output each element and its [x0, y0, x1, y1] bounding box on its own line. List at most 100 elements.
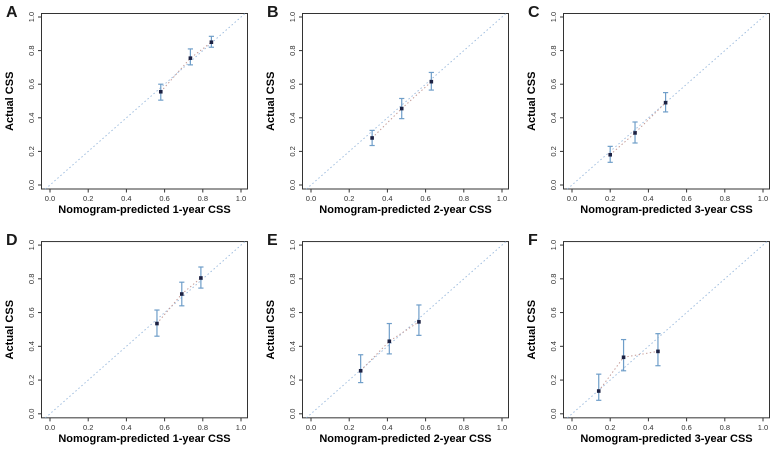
x-axis-tick-label: 0.8 — [459, 423, 469, 432]
x-axis-tick-label: 0.8 — [720, 423, 730, 432]
x-axis-tick-label: 0.2 — [83, 423, 93, 432]
data-point — [155, 321, 159, 326]
data-point — [209, 40, 214, 44]
y-axis-tick-label: 0.8 — [27, 274, 36, 284]
figure-row-bottom: 0.0 0.0 0.2 0.2 0.4 0.4 0.6 0.6 0.8 0.8 1.0 1.0 D Nom… — [0, 228, 783, 457]
y-axis-tick-label: 0.8 — [27, 45, 36, 55]
calibration-plot-E: 0.0 0.0 0.2 0.2 0.4 0.4 0.6 0.6 0.8 0.8 1.0 1.0 E Nom… — [261, 228, 522, 457]
data-point — [387, 339, 392, 344]
x-axis-tick-label: 1.0 — [497, 194, 507, 203]
data-point — [179, 292, 184, 296]
y-axis-tick-label: 0.4 — [27, 341, 36, 351]
y-axis-tick-label: 0.2 — [27, 375, 36, 385]
y-axis-tick-label: 0.0 — [288, 409, 297, 419]
x-axis-tick-label: 0.6 — [420, 423, 430, 432]
x-axis-tick-label: 0.0 — [45, 194, 55, 203]
y-axis-tick-label: 0.0 — [27, 180, 36, 190]
x-axis-tick-label: 0.4 — [643, 194, 653, 203]
y-axis-tick-label: 0.6 — [549, 79, 558, 89]
calibration-line — [609, 102, 666, 156]
y-axis-tick-label: 0.0 — [549, 180, 558, 190]
figure-row-top: 0.0 0.0 0.2 0.2 0.4 0.4 0.6 0.6 0.8 0.8 1.0 1.0 A Nom… — [0, 0, 783, 228]
x-axis-tick-label: 0.0 — [567, 194, 577, 203]
y-axis-tick-label: 0.6 — [288, 79, 297, 89]
y-axis-tick-label: 0.8 — [288, 45, 297, 55]
y-axis-tick-label: 0.8 — [549, 274, 558, 284]
x-axis-tick-label: 0.2 — [344, 423, 354, 432]
panel-letter: F — [528, 231, 538, 249]
panel-letter: C — [528, 4, 540, 21]
panel-D: 0.0 0.0 0.2 0.2 0.4 0.4 0.6 0.6 0.8 0.8 1.0 1.0 D Nom… — [0, 228, 261, 457]
calibration-line — [360, 321, 420, 372]
data-point — [417, 320, 421, 324]
x-axis-tick-label: 1.0 — [758, 423, 768, 432]
data-point — [370, 136, 374, 140]
x-axis-title: Nomogram-predicted 3-year CSS — [580, 204, 752, 216]
y-axis-tick-label: 1.0 — [27, 12, 36, 22]
y-axis-tick-label: 0.2 — [549, 375, 558, 385]
y-axis-tick-label: 0.4 — [27, 113, 36, 123]
plot-frame — [563, 13, 770, 190]
data-point — [663, 100, 668, 105]
panel-A: 0.0 0.0 0.2 0.2 0.4 0.4 0.6 0.6 0.8 0.8 1.0 1.0 A Nom… — [0, 0, 261, 228]
diagonal-reference-line — [306, 13, 507, 190]
y-axis-tick-label: 1.0 — [549, 12, 558, 22]
y-axis-title: Actual CSS — [526, 72, 538, 131]
y-axis-tick-label: 0.8 — [549, 45, 558, 55]
panel-letter: A — [6, 4, 18, 21]
y-axis-tick-label: 0.2 — [288, 375, 297, 385]
y-axis-title: Actual CSS — [265, 300, 277, 360]
plot-frame — [41, 241, 248, 419]
y-axis-tick-label: 0.8 — [288, 274, 297, 284]
data-point — [656, 349, 660, 354]
y-axis-tick-label: 0.0 — [288, 180, 297, 190]
x-axis-tick-label: 0.8 — [198, 423, 208, 432]
y-axis-tick-label: 0.4 — [549, 341, 558, 351]
y-axis-tick-label: 0.4 — [549, 113, 558, 123]
panel-F: 0.0 0.0 0.2 0.2 0.4 0.4 0.6 0.6 0.8 0.8 1.0 1.0 F Nom… — [522, 228, 783, 457]
x-axis-tick-label: 0.6 — [159, 194, 169, 203]
x-axis-tick-label: 1.0 — [236, 423, 246, 432]
x-axis-tick-label: 0.0 — [567, 423, 577, 432]
data-point — [188, 56, 193, 60]
y-axis-tick-label: 0.6 — [27, 79, 36, 89]
y-axis-title: Actual CSS — [4, 300, 16, 360]
x-axis-tick-label: 1.0 — [758, 194, 768, 203]
y-axis-title: Actual CSS — [265, 72, 277, 131]
x-axis-tick-label: 0.8 — [720, 194, 730, 203]
plot-frame — [302, 241, 509, 419]
y-axis-tick-label: 0.4 — [288, 341, 297, 351]
x-axis-title: Nomogram-predicted 1-year CSS — [58, 204, 230, 216]
x-axis-tick-label: 0.8 — [198, 194, 208, 203]
panel-letter: D — [6, 231, 18, 249]
x-axis-tick-label: 0.4 — [382, 423, 392, 432]
y-axis-tick-label: 0.4 — [288, 113, 297, 123]
x-axis-tick-label: 0.0 — [45, 423, 55, 432]
data-point — [633, 131, 637, 135]
y-axis-tick-label: 0.6 — [27, 307, 36, 317]
panel-C: 0.0 0.0 0.2 0.2 0.4 0.4 0.6 0.6 0.8 0.8 1.0 1.0 C Nom… — [522, 0, 783, 228]
data-point — [399, 106, 404, 111]
panel-B: 0.0 0.0 0.2 0.2 0.4 0.4 0.6 0.6 0.8 0.8 1.0 1.0 B Nom… — [261, 0, 522, 228]
calibration-plot-A: 0.0 0.0 0.2 0.2 0.4 0.4 0.6 0.6 0.8 0.8 1.0 1.0 A Nom… — [0, 0, 261, 228]
x-axis-tick-label: 0.6 — [420, 194, 430, 203]
plot-frame — [563, 241, 770, 419]
y-axis-tick-label: 1.0 — [549, 240, 558, 250]
y-axis-title: Actual CSS — [4, 72, 16, 131]
x-axis-tick-label: 0.6 — [681, 423, 691, 432]
x-axis-title: Nomogram-predicted 2-year CSS — [319, 204, 491, 216]
y-axis-tick-label: 0.6 — [549, 307, 558, 317]
data-point — [158, 89, 163, 94]
y-axis-tick-label: 0.2 — [288, 146, 297, 156]
x-axis-tick-label: 0.4 — [121, 423, 131, 432]
y-axis-tick-label: 0.0 — [549, 409, 558, 419]
x-axis-title: Nomogram-predicted 3-year CSS — [580, 433, 752, 445]
x-axis-tick-label: 0.2 — [83, 194, 93, 203]
panel-E: 0.0 0.0 0.2 0.2 0.4 0.4 0.6 0.6 0.8 0.8 1.0 1.0 E Nom… — [261, 228, 522, 457]
x-axis-tick-label: 0.6 — [159, 423, 169, 432]
y-axis-tick-label: 0.0 — [27, 409, 36, 419]
y-axis-title: Actual CSS — [526, 300, 538, 360]
calibration-plot-C: 0.0 0.0 0.2 0.2 0.4 0.4 0.6 0.6 0.8 0.8 1.0 1.0 C Nom… — [522, 0, 783, 228]
x-axis-tick-label: 0.4 — [121, 194, 131, 203]
